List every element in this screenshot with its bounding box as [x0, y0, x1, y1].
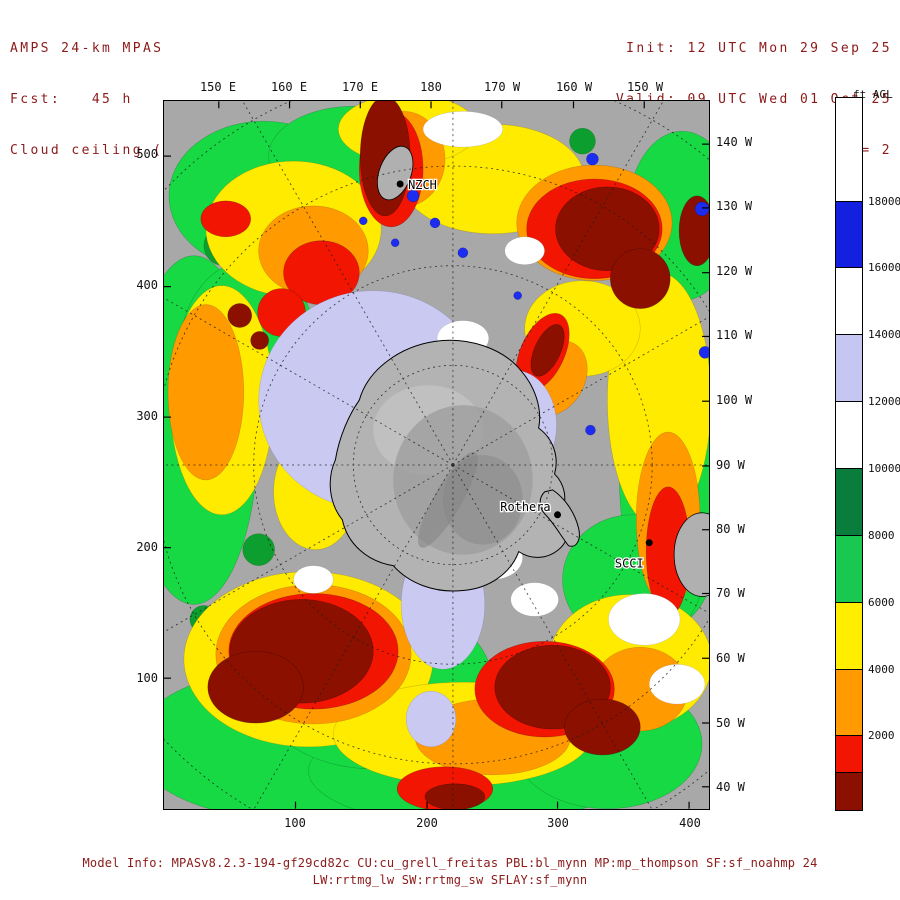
right-axis-label: 60 W [716, 651, 745, 665]
colorbar-tick-label: 10000 [868, 462, 900, 476]
colorbar-segment [836, 268, 862, 336]
top-axis-label: 150 E [199, 80, 237, 94]
colorbar-segment [836, 602, 862, 670]
model-title: AMPS 24-km MPAS [10, 41, 164, 56]
colorbar-tick-label: 8000 [868, 528, 895, 542]
right-axis-label: 50 W [716, 716, 745, 730]
right-axis-label: 140 W [716, 135, 753, 149]
model-info-line1: Model Info: MPASv8.2.3-194-gf29cd82c CU:… [82, 856, 818, 870]
colorbar-segment [836, 773, 862, 810]
station-label: NZCH [408, 178, 437, 192]
stations: NZCH Rothera SCCI [396, 177, 653, 572]
top-axis-label: 160 E [270, 80, 308, 94]
colorbar-segment [836, 736, 862, 774]
colorbar-tick-label: 18000 [868, 194, 900, 208]
right-axis-label: 40 W [716, 780, 745, 794]
colorbar-tick-label: 12000 [868, 395, 900, 409]
forecast-hour: Fcst: 45 h [10, 92, 133, 107]
bottom-axis-label: 200 [416, 816, 438, 830]
colorbar-segment [836, 402, 862, 469]
top-axis-label: 150 W [626, 80, 664, 94]
colorbar-segment [836, 468, 862, 536]
cloud-field-dark-red [207, 101, 709, 809]
top-axis-label: 170 W [483, 80, 521, 94]
init-time: Init: 12 UTC Mon 29 Sep 25 [626, 41, 892, 56]
colorbar-tick-label: 4000 [868, 662, 895, 676]
cloud-field-blue [359, 152, 709, 573]
top-axis-label: 180 [420, 80, 442, 94]
continent-antarctica [329, 339, 580, 592]
top-axis-label: 170 E [341, 80, 379, 94]
station-label: SCCI [615, 557, 644, 571]
left-axis-label: 100 [136, 671, 158, 685]
model-info-line2: LW:rrtmg_lw SW:rrtmg_sw SFLAY:sf_mynn [312, 873, 588, 887]
bottom-axis-label: 400 [679, 816, 701, 830]
colorbar-tick-label: 6000 [868, 595, 895, 609]
colorbar-tick-label: 16000 [868, 261, 900, 275]
colorbar-segment [836, 535, 862, 603]
left-axis-label: 300 [136, 409, 158, 423]
station-label: Rothera [500, 500, 550, 514]
top-axis-label: 160 W [555, 80, 593, 94]
bottom-axis-label: 300 [547, 816, 569, 830]
station-marker-dot [396, 180, 404, 188]
right-axis-label: 80 W [716, 522, 745, 536]
right-axis-label: 100 W [716, 393, 753, 407]
colorbar [835, 97, 863, 811]
right-axis-label: 130 W [716, 199, 753, 213]
map-panel: NZCH Rothera SCCI [163, 100, 710, 810]
colorbar-tick-label: 2000 [868, 729, 895, 743]
frame-ticks [164, 101, 709, 809]
colorbar-segment [836, 669, 862, 737]
map-svg: NZCH Rothera SCCI [164, 101, 709, 809]
left-axis-label: 400 [136, 278, 158, 292]
colorbar-tick-label: 14000 [868, 328, 900, 342]
colorbar-segment [836, 98, 862, 202]
right-axis-label: 70 W [716, 586, 745, 600]
right-axis-label: 90 W [716, 458, 745, 472]
station-marker-dot [645, 539, 653, 547]
right-axis-label: 120 W [716, 264, 753, 278]
land-masses [376, 145, 709, 597]
graticule [164, 101, 709, 809]
station-marker-dot [554, 511, 562, 519]
right-axis-label: 110 W [716, 328, 753, 342]
bottom-axis-label: 100 [284, 816, 306, 830]
colorbar-segment [836, 335, 862, 403]
colorbar-segment [836, 201, 862, 269]
left-axis-label: 200 [136, 540, 158, 554]
left-axis-label: 500 [136, 147, 158, 161]
